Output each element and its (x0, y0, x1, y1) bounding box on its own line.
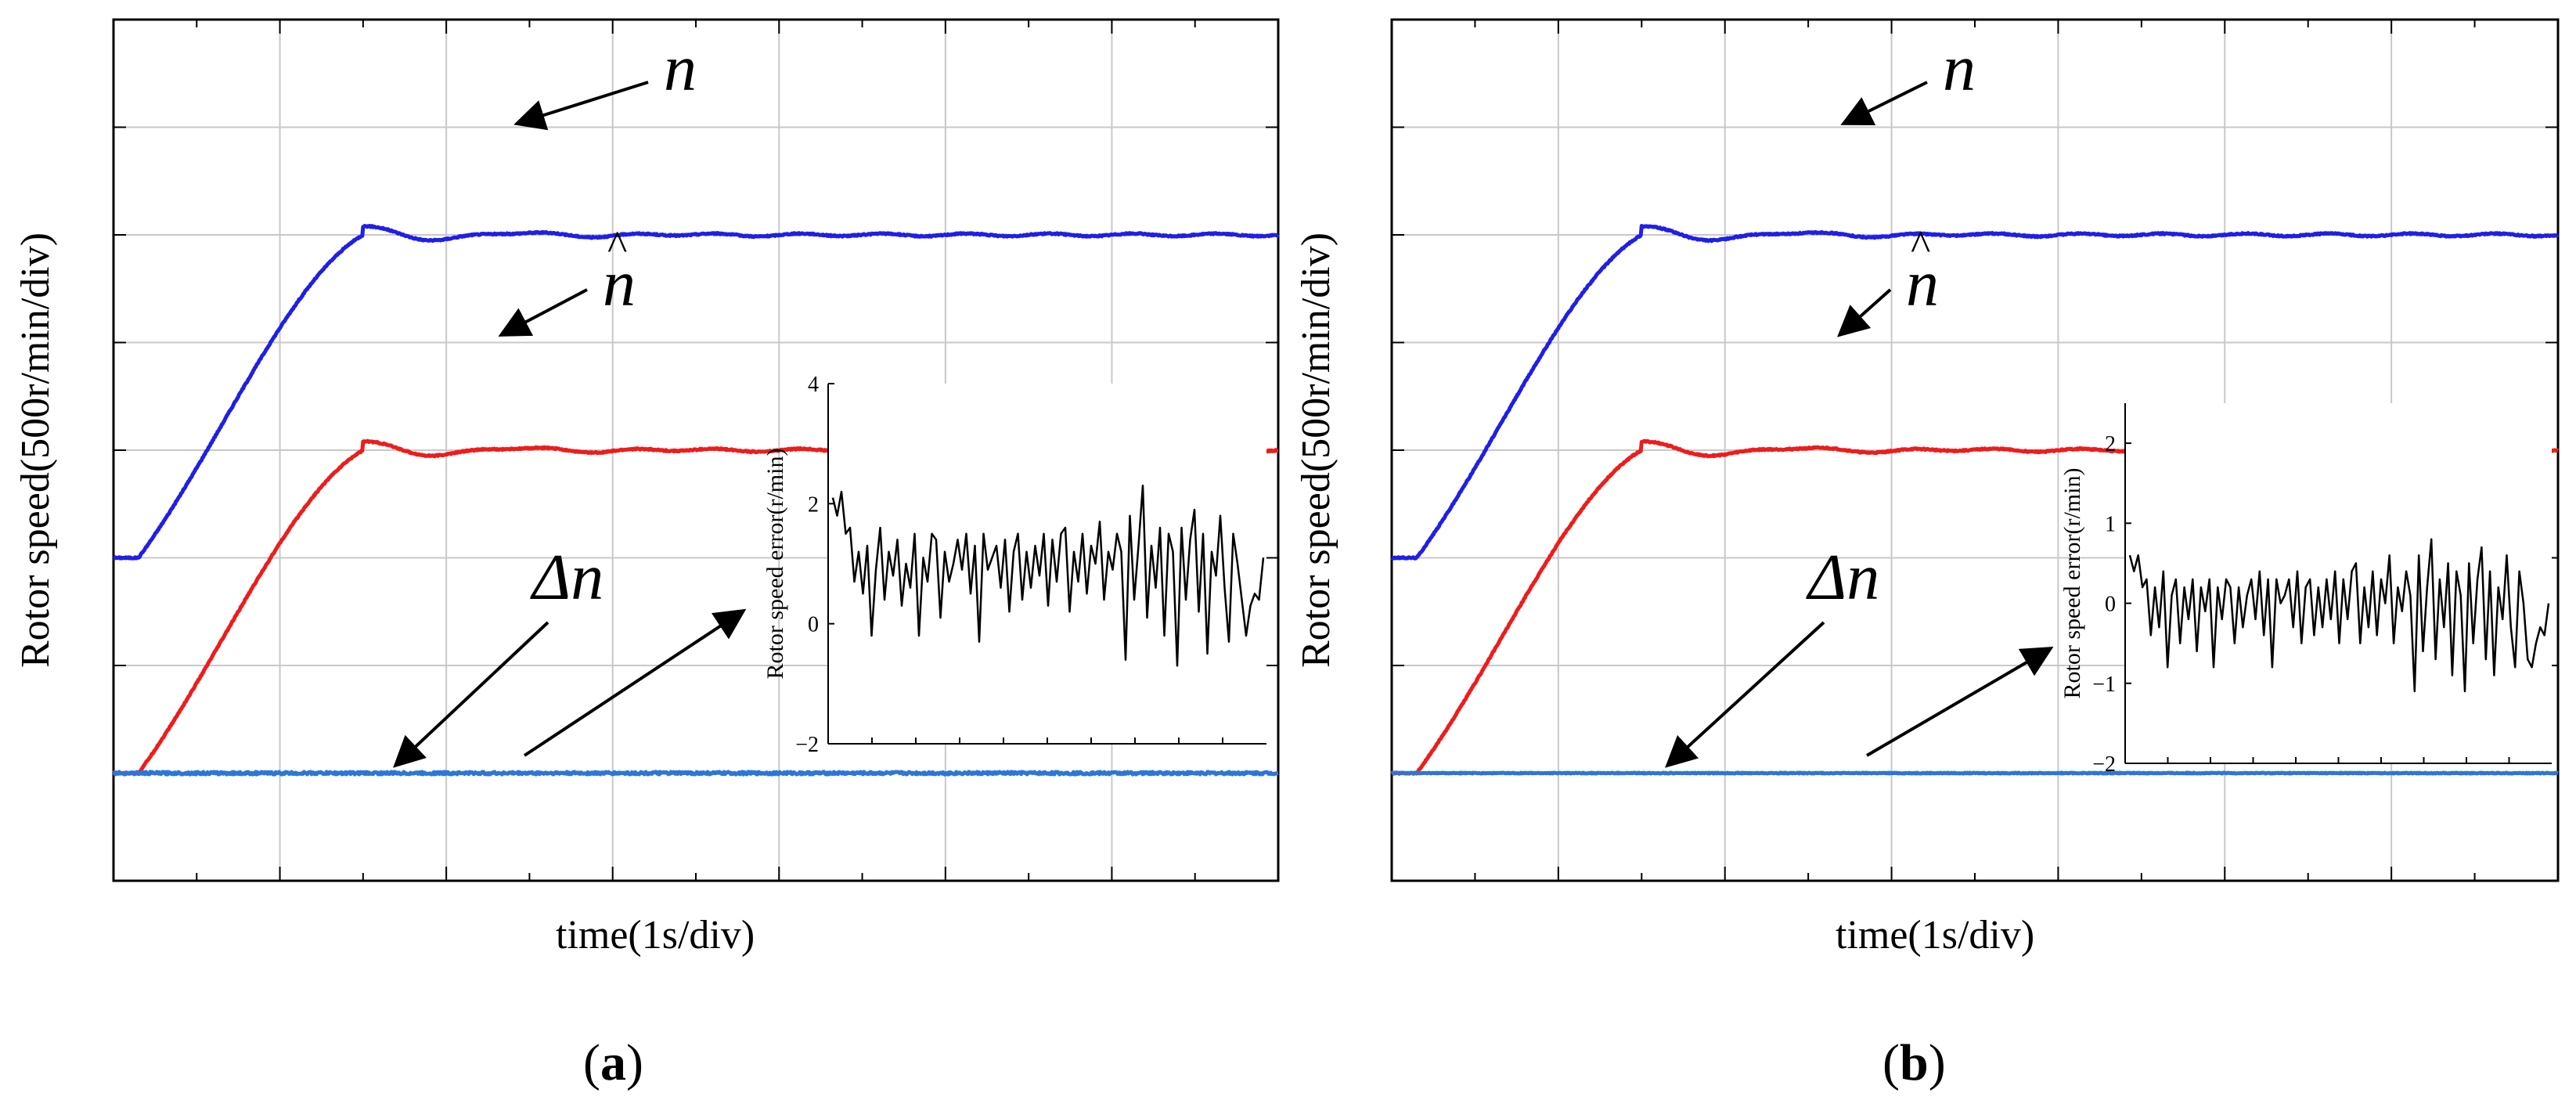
arrow-n (1840, 81, 1928, 125)
panel-ylabel: Rotor speed(500r/min/div) (1294, 233, 1338, 668)
arrow-n-hat (498, 288, 588, 337)
inset-y-tick-label: 4 (808, 373, 819, 397)
inset-y-tick-label: 2 (2105, 432, 2116, 456)
inset-background (2125, 403, 2552, 763)
inset-error-line (2128, 538, 2550, 693)
arrow-delta-n-inset (1865, 646, 2054, 757)
arrow-n (513, 81, 649, 131)
inset-ylabel: Rotor speed error(r/min) (762, 449, 788, 680)
series-line-2 (1390, 770, 2560, 776)
panel-ylabel: Rotor speed(500r/min/div) (13, 233, 58, 668)
series-line-0 (112, 223, 1280, 561)
panel-b-caption: (b) (1882, 1034, 1946, 1091)
inset-error-line (831, 485, 1265, 667)
inset-y-tick-label: 0 (808, 613, 819, 637)
arrow-delta-n-main (1665, 621, 1825, 768)
label-n-hat-accent: ^ (607, 222, 627, 269)
panel-b-xlabel: time(1s/div) (1836, 913, 2035, 958)
series-line-0 (1390, 224, 2560, 561)
inset-background (828, 384, 1266, 744)
series-line-2 (112, 770, 1280, 777)
label-n-hat: n (1906, 247, 1939, 320)
label-delta-n: Δn (530, 541, 603, 614)
arrow-delta-n-inset (523, 608, 747, 757)
panel-a-caption-letter: a (600, 1034, 626, 1091)
arrow-n-hat (1837, 288, 1892, 337)
inset-y-tick-label: 2 (808, 492, 819, 517)
panel-a-caption: (a) (583, 1034, 643, 1091)
inset-y-tick-label: 0 (2105, 593, 2116, 617)
label-delta-n: Δn (1806, 541, 1879, 614)
inset-y-tick-label: −2 (2092, 752, 2116, 777)
inset-y-tick-label: −1 (2092, 673, 2116, 697)
inset-y-tick-label: −2 (795, 733, 819, 757)
inset-y-tick-label: 1 (2105, 512, 2116, 536)
label-n: n (1943, 32, 1976, 105)
panel-b-caption-letter: b (1899, 1034, 1929, 1091)
panel-a-xlabel: time(1s/div) (556, 913, 755, 958)
label-n-hat-accent: ^ (1911, 222, 1930, 269)
label-n-hat: n (603, 247, 636, 320)
arrow-delta-n-main (393, 621, 549, 768)
inset-ylabel: Rotor speed error(r/min) (2059, 468, 2085, 699)
label-n: n (664, 32, 697, 105)
